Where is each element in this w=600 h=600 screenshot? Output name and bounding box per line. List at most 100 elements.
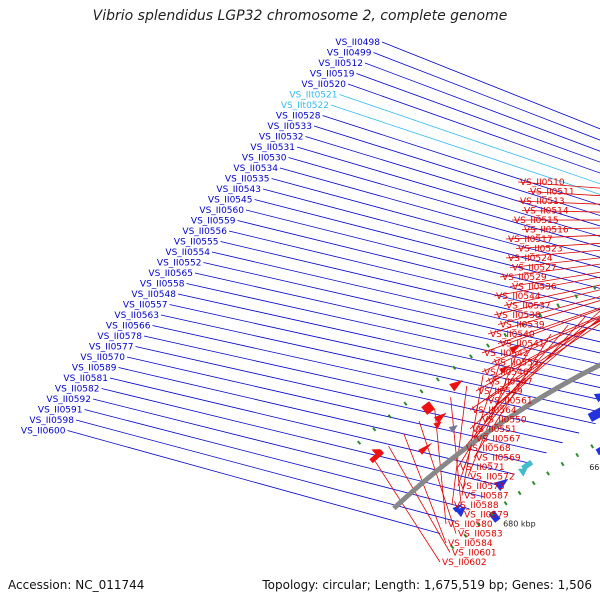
left-gene-label[interactable]: VS_II0530 <box>242 154 287 164</box>
leader-line <box>109 377 515 475</box>
left-gene-label[interactable]: VS_II0534 <box>233 164 278 174</box>
leader-line <box>373 458 441 563</box>
left-gene-label[interactable]: VS_II0520 <box>301 80 346 90</box>
tick-mark <box>503 332 508 338</box>
left-gene-label[interactable]: VS_II0555 <box>174 238 219 248</box>
left-gene-label[interactable]: VS_II0498 <box>335 38 380 48</box>
right-gene-label[interactable]: VS_II0513 <box>520 197 565 207</box>
right-gene-label[interactable]: VS_II0587 <box>464 492 509 502</box>
gene-arrow <box>449 380 463 392</box>
right-gene-label[interactable]: VS_II0579 <box>464 511 509 521</box>
left-gene-label[interactable]: VS_II0535 <box>225 175 270 185</box>
right-gene-label[interactable]: VS_II0584 <box>448 539 493 549</box>
left-gene-label[interactable]: VS_II0499 <box>327 49 372 59</box>
right-gene-label[interactable]: VS_II0538 <box>496 311 541 321</box>
right-gene-label[interactable]: VS_II0550 <box>482 416 527 426</box>
left-gene-label[interactable]: VS_II0559 <box>191 217 236 227</box>
left-gene-label[interactable]: VS_II0552 <box>157 259 202 269</box>
right-gene-label[interactable]: VS_II0539 <box>500 321 545 331</box>
right-gene-label[interactable]: VS_II0541 <box>500 340 545 350</box>
left-gene-label[interactable]: VS_II0592 <box>46 395 91 405</box>
left-gene-label[interactable]: VS_II0533 <box>267 122 312 132</box>
left-gene-label[interactable]: VS_II0554 <box>165 248 210 258</box>
right-gene-label[interactable]: VS_II0523 <box>518 245 563 255</box>
right-gene-label[interactable]: VS_II0571 <box>460 463 505 473</box>
leader-line <box>313 125 600 216</box>
tick-mark <box>560 461 565 467</box>
right-gene-label[interactable]: VS_II0567 <box>476 435 521 445</box>
leader-line <box>479 317 600 420</box>
left-gene-label[interactable]: VS_II0598 <box>29 416 74 426</box>
left-gene-label[interactable]: VS_II0577 <box>89 343 134 353</box>
left-gene-label[interactable]: VS_II0600 <box>21 427 66 437</box>
tick-mark <box>489 511 495 516</box>
leader-line <box>84 409 470 510</box>
left-gene-label[interactable]: VS_II0591 <box>38 406 83 416</box>
left-gene-label[interactable]: VS_IIt0522 <box>281 101 329 111</box>
right-gene-label[interactable]: VS_II0573 <box>460 482 505 492</box>
right-gene-label[interactable]: VS_II0572 <box>470 473 515 483</box>
right-gene-label[interactable]: VS_II0602 <box>442 558 487 568</box>
right-gene-label[interactable]: VS_II0515 <box>514 216 559 226</box>
right-gene-label[interactable]: VS_II0564 <box>472 406 517 416</box>
right-gene-label[interactable]: VS_II0601 <box>452 549 497 559</box>
right-gene-label[interactable]: VS_II0580 <box>448 520 493 530</box>
right-gene-label[interactable]: VS_II0516 <box>524 226 569 236</box>
left-gene-label[interactable]: VS_II0589 <box>72 364 117 374</box>
gene-arrow <box>518 468 528 477</box>
left-gene-label[interactable]: VS_II0528 <box>276 112 321 122</box>
right-gene-label[interactable]: VS_II0561 <box>488 397 533 407</box>
left-gene-label[interactable]: VS_II0548 <box>131 290 176 300</box>
right-gene-label[interactable]: VS_II0542 <box>484 349 529 359</box>
right-gene-label[interactable]: VS_II0524 <box>508 254 553 264</box>
left-gene-label[interactable]: VS_II0545 <box>208 196 253 206</box>
right-gene-label[interactable]: VS_II0544 <box>496 292 541 302</box>
left-gene-label[interactable]: VS_II0582 <box>55 385 100 395</box>
left-gene-label[interactable]: VS_II0532 <box>259 133 304 143</box>
left-gene-label[interactable]: VS_II0512 <box>318 59 363 69</box>
leader-line <box>493 276 600 297</box>
right-gene-label[interactable]: VS_II0546 <box>484 368 529 378</box>
leader-line <box>469 310 600 430</box>
right-gene-label[interactable]: VS_II0536 <box>512 283 557 293</box>
left-gene-label[interactable]: VS_II0566 <box>106 322 151 332</box>
left-gene-label[interactable]: VS_II0565 <box>148 269 193 279</box>
left-gene-label[interactable]: VS_II0519 <box>310 70 355 80</box>
right-gene-label[interactable]: VS_II0517 <box>508 235 553 245</box>
left-gene-label[interactable]: VS_II0578 <box>97 332 142 342</box>
left-gene-label[interactable]: VS_II0557 <box>123 301 168 311</box>
right-gene-label[interactable]: VS_II0527 <box>512 264 557 274</box>
left-gene-label[interactable]: VS_II0558 <box>140 280 185 290</box>
left-gene-label[interactable]: VS_II0560 <box>199 206 244 216</box>
right-gene-label[interactable]: VS_II0549 <box>478 387 523 397</box>
left-gene-label[interactable]: VS_II0543 <box>216 185 261 195</box>
right-gene-label[interactable]: VS_II0540 <box>490 330 535 340</box>
right-gene-label[interactable]: VS_II0588 <box>454 501 499 511</box>
right-gene-label[interactable]: VS_II0529 <box>502 273 547 283</box>
left-gene-label[interactable]: VS_II0570 <box>80 353 125 363</box>
right-gene-label[interactable]: VS_II0553 <box>494 359 539 369</box>
leader-line <box>194 272 600 365</box>
right-gene-label[interactable]: VS_II0547 <box>488 378 533 388</box>
right-gene-label[interactable]: VS_II0510 <box>520 178 565 188</box>
leader-line <box>330 104 600 195</box>
right-gene-label[interactable]: VS_II0514 <box>524 207 569 217</box>
leader-line <box>467 353 517 477</box>
kbp-label: 680 kbp <box>503 520 536 529</box>
leader-line <box>485 323 600 401</box>
right-gene-label[interactable]: VS_II0511 <box>530 188 575 198</box>
right-gene-label[interactable]: VS_II0568 <box>466 444 511 454</box>
right-gene-label[interactable]: VS_II0569 <box>476 454 521 464</box>
left-gene-label[interactable]: VS_IIt0521 <box>289 91 337 101</box>
leader-line <box>515 242 600 249</box>
right-gene-label[interactable]: VS_II0551 <box>472 425 517 435</box>
leader-line <box>67 430 441 534</box>
left-gene-label[interactable]: VS_II0531 <box>250 143 295 153</box>
right-gene-label[interactable]: VS_II0583 <box>458 530 503 540</box>
left-gene-label[interactable]: VS_II0581 <box>63 374 108 384</box>
tick-mark <box>403 401 408 406</box>
left-labels: VS_II0498VS_II0499VS_II0512VS_II0519VS_I… <box>21 38 380 437</box>
right-gene-label[interactable]: VS_II0537 <box>506 302 551 312</box>
left-gene-label[interactable]: VS_II0563 <box>114 311 159 321</box>
left-gene-label[interactable]: VS_II0556 <box>182 227 227 237</box>
